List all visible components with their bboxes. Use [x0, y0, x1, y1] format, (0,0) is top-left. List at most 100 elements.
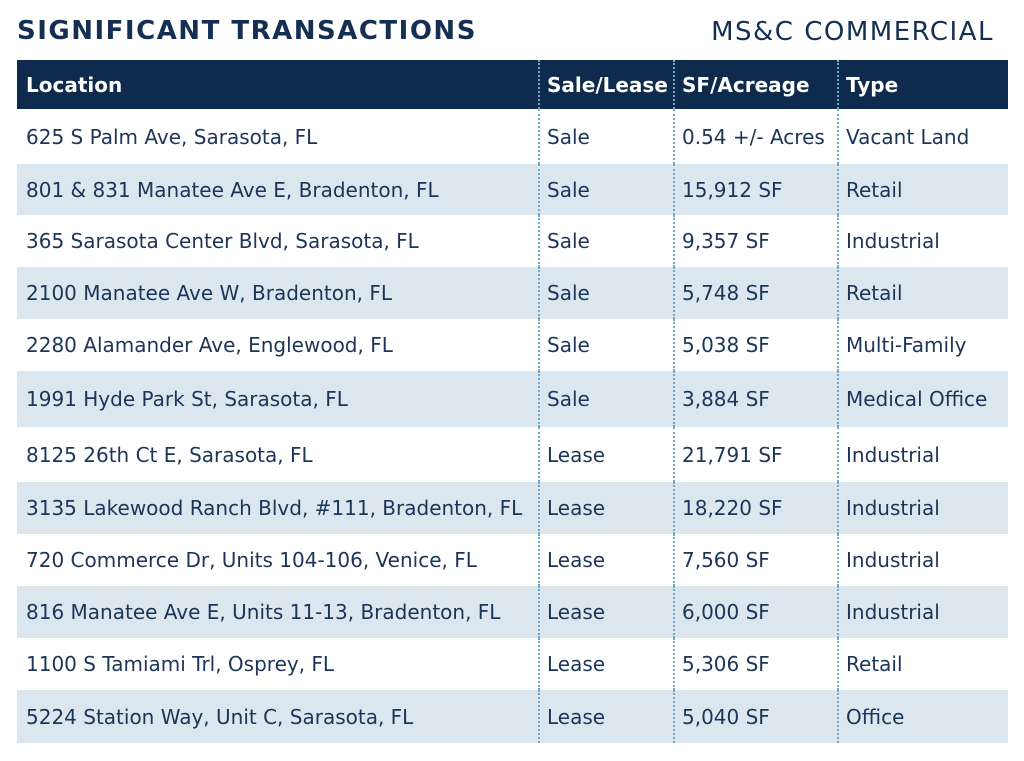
table-row: 2280 Alamander Ave, Englewood, FL Sale 5,0… [17, 319, 1008, 371]
cell-sale-lease: Lease [547, 548, 606, 572]
column-divider [673, 638, 675, 690]
cell-sf-acreage: 9,357 SF [682, 229, 770, 253]
table-row: 816 Manatee Ave E, Units 11-13, Bradento… [17, 586, 1008, 638]
table-row: 8125 26th Ct E, Sarasota, FL Lease 21,791 … [17, 427, 1008, 482]
page-title: SIGNIFICANT TRANSACTIONS [17, 16, 477, 46]
column-divider [538, 319, 540, 371]
column-divider [837, 371, 839, 427]
cell-sf-acreage: 5,748 SF [682, 281, 770, 305]
column-divider [538, 109, 540, 164]
column-divider [837, 586, 839, 638]
cell-type: Multi-Family [846, 333, 967, 357]
column-divider [538, 482, 540, 534]
brand-name: MS&C COMMERCIAL [711, 17, 994, 47]
column-divider [538, 60, 540, 109]
column-divider [673, 319, 675, 371]
column-divider [837, 534, 839, 586]
column-divider [673, 60, 675, 109]
cell-type: Retail [846, 177, 903, 202]
table-body: 625 S Palm Ave, Sarasota, FL Sale 0.54 +/-… [17, 109, 1008, 743]
column-divider [673, 215, 675, 267]
cell-location: 5224 Station Way, Unit C, Sarasota, FL [26, 704, 414, 729]
column-divider [673, 690, 675, 743]
table-row: 801 & 831 Manatee Ave E, Bradenton, FL Sa… [17, 164, 1008, 215]
cell-type: Industrial [846, 442, 940, 467]
cell-location: 816 Manatee Ave E, Units 11-13, Bradento… [26, 600, 501, 624]
column-divider [673, 427, 675, 482]
table-row: 720 Commerce Dr, Units 104-106, Venice, … [17, 534, 1008, 586]
cell-location: 365 Sarasota Center Blvd, Sarasota, FL [26, 229, 419, 253]
cell-sale-lease: Lease [547, 652, 606, 676]
column-divider [538, 267, 540, 319]
column-divider [538, 690, 540, 743]
column-divider [837, 427, 839, 482]
cell-sf-acreage: 0.54 +/- Acres [682, 124, 825, 149]
cell-sf-acreage: 5,038 SF [682, 333, 770, 357]
column-header-type: Type [846, 72, 899, 97]
cell-type: Industrial [846, 548, 940, 572]
column-divider [673, 164, 675, 215]
cell-sale-lease: Sale [547, 229, 590, 253]
cell-location: 3135 Lakewood Ranch Blvd, #111, Bradento… [26, 496, 523, 520]
cell-location: 1100 S Tamiami Trl, Osprey, FL [26, 652, 335, 676]
cell-sf-acreage: 15,912 SF [682, 177, 783, 202]
column-divider [673, 586, 675, 638]
cell-type: Industrial [846, 229, 940, 253]
column-divider [673, 109, 675, 164]
cell-type: Office [846, 704, 905, 729]
cell-sf-acreage: 21,791 SF [682, 442, 783, 467]
column-header-sale-lease: Sale/Lease [547, 72, 668, 97]
table-row: 625 S Palm Ave, Sarasota, FL Sale 0.54 +/-… [17, 109, 1008, 164]
column-divider [837, 164, 839, 215]
column-divider [837, 638, 839, 690]
cell-location: 720 Commerce Dr, Units 104-106, Venice, … [26, 548, 477, 572]
cell-sf-acreage: 18,220 SF [682, 496, 783, 520]
table-row: 3135 Lakewood Ranch Blvd, #111, Bradento… [17, 482, 1008, 534]
cell-type: Industrial [846, 496, 940, 520]
cell-type: Retail [846, 652, 903, 676]
cell-sale-lease: Sale [547, 333, 590, 357]
table-row: 365 Sarasota Center Blvd, Sarasota, FL Sa… [17, 215, 1008, 267]
cell-type: Medical Office [846, 387, 988, 411]
cell-sale-lease: Sale [547, 281, 590, 305]
cell-sf-acreage: 7,560 SF [682, 548, 770, 572]
cell-sale-lease: Sale [547, 387, 590, 411]
cell-location: 625 S Palm Ave, Sarasota, FL [26, 124, 318, 149]
cell-location: 1991 Hyde Park St, Sarasota, FL [26, 387, 348, 411]
cell-type: Industrial [846, 600, 940, 624]
table-header-row: Location Sale/Lease SF/Acreage Type [17, 60, 1008, 109]
cell-sf-acreage: 6,000 SF [682, 600, 770, 624]
cell-sale-lease: Lease [547, 442, 606, 467]
cell-location: 2280 Alamander Ave, Englewood, FL [26, 333, 393, 357]
column-divider [538, 586, 540, 638]
table-row: 2100 Manatee Ave W, Bradenton, FL Sale 5,7… [17, 267, 1008, 319]
cell-sale-lease: Sale [547, 177, 590, 202]
column-divider [837, 60, 839, 109]
column-divider [538, 371, 540, 427]
table-row: 5224 Station Way, Unit C, Sarasota, FL Le… [17, 690, 1008, 743]
cell-sf-acreage: 5,306 SF [682, 652, 770, 676]
cell-location: 2100 Manatee Ave W, Bradenton, FL [26, 281, 392, 305]
column-divider [673, 534, 675, 586]
cell-sale-lease: Sale [547, 124, 590, 149]
column-header-location: Location [26, 72, 123, 97]
column-divider [538, 638, 540, 690]
cell-location: 8125 26th Ct E, Sarasota, FL [26, 442, 313, 467]
column-divider [538, 427, 540, 482]
column-divider [538, 164, 540, 215]
column-header-sf-acreage: SF/Acreage [682, 72, 810, 97]
cell-sf-acreage: 3,884 SF [682, 387, 770, 411]
column-divider [837, 267, 839, 319]
cell-type: Vacant Land [846, 124, 970, 149]
column-divider [673, 482, 675, 534]
cell-sale-lease: Lease [547, 704, 606, 729]
column-divider [673, 267, 675, 319]
column-divider [673, 371, 675, 427]
table-row: 1100 S Tamiami Trl, Osprey, FL Lease 5,306… [17, 638, 1008, 690]
transactions-table: Location Sale/Lease SF/Acreage Type 625 … [17, 60, 1008, 743]
column-divider [837, 109, 839, 164]
cell-type: Retail [846, 281, 903, 305]
column-divider [837, 690, 839, 743]
column-divider [837, 319, 839, 371]
cell-sale-lease: Lease [547, 496, 606, 520]
